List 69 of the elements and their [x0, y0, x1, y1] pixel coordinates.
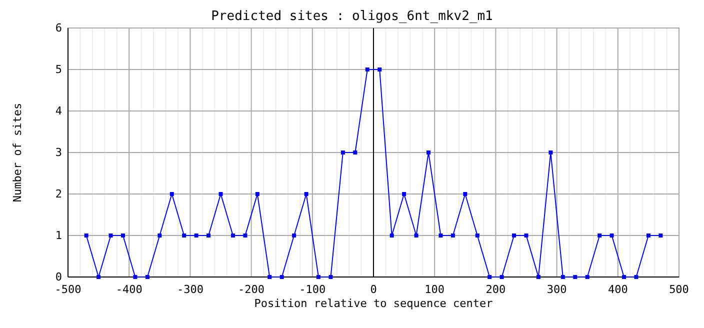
point [328, 275, 333, 279]
point [548, 150, 553, 154]
point [84, 234, 88, 238]
point [268, 275, 272, 279]
point [133, 275, 138, 279]
x-tick-label: 400 [608, 282, 628, 296]
point [353, 150, 358, 154]
point [280, 275, 284, 279]
y-tick-label: 3 [55, 146, 62, 160]
chart-title: Predicted sites : oligos_6nt_mkv2_m1 [211, 9, 493, 24]
point [145, 275, 150, 279]
point [585, 275, 590, 279]
point [108, 234, 113, 238]
point [170, 192, 174, 196]
point [488, 275, 492, 279]
point [536, 275, 540, 279]
point [96, 275, 101, 279]
point [524, 234, 528, 238]
point [414, 234, 418, 238]
point [120, 234, 125, 238]
point [158, 234, 162, 238]
y-tick-label: 2 [55, 188, 62, 201]
x-axis-title: Position relative to sequence center [254, 297, 494, 310]
x-tick-label: -300 [176, 282, 204, 296]
point [598, 234, 602, 238]
point [634, 275, 638, 279]
x-tick-label: 500 [669, 282, 689, 296]
point [230, 234, 235, 238]
y-tick-label: 1 [55, 229, 62, 242]
point [316, 275, 321, 279]
x-tick-label: -500 [54, 282, 82, 296]
point [243, 234, 248, 238]
x-tick-label: 300 [546, 282, 567, 296]
point [255, 192, 260, 196]
point [304, 192, 308, 196]
point [646, 234, 650, 238]
point [658, 234, 663, 238]
x-tick-label: -200 [238, 282, 265, 296]
point [426, 150, 430, 154]
point [450, 234, 455, 238]
x-tick-label: 200 [486, 282, 506, 296]
y-tick-label: 4 [55, 104, 62, 118]
x-tick-label: 100 [424, 282, 445, 296]
point [512, 234, 516, 238]
point [500, 275, 504, 279]
point [402, 192, 406, 196]
point [622, 275, 626, 279]
point [378, 68, 382, 72]
x-tick-label: -400 [116, 282, 142, 296]
y-tick-label: 0 [55, 270, 62, 284]
point [218, 192, 223, 196]
point [463, 192, 468, 196]
point [206, 234, 211, 238]
point [292, 234, 296, 238]
point [182, 234, 186, 238]
point [340, 150, 345, 154]
point [365, 68, 370, 72]
x-tick-label: -100 [299, 282, 326, 296]
point [475, 234, 480, 238]
y-axis-title: Number of sites [11, 102, 24, 202]
x-tick-label: 0 [370, 282, 377, 296]
point [194, 234, 198, 238]
point [610, 234, 614, 238]
y-tick-label: 5 [55, 63, 62, 76]
point [573, 275, 578, 279]
y-tick-label: 6 [55, 22, 62, 35]
point [438, 234, 443, 238]
point [560, 275, 565, 279]
point [390, 234, 394, 238]
